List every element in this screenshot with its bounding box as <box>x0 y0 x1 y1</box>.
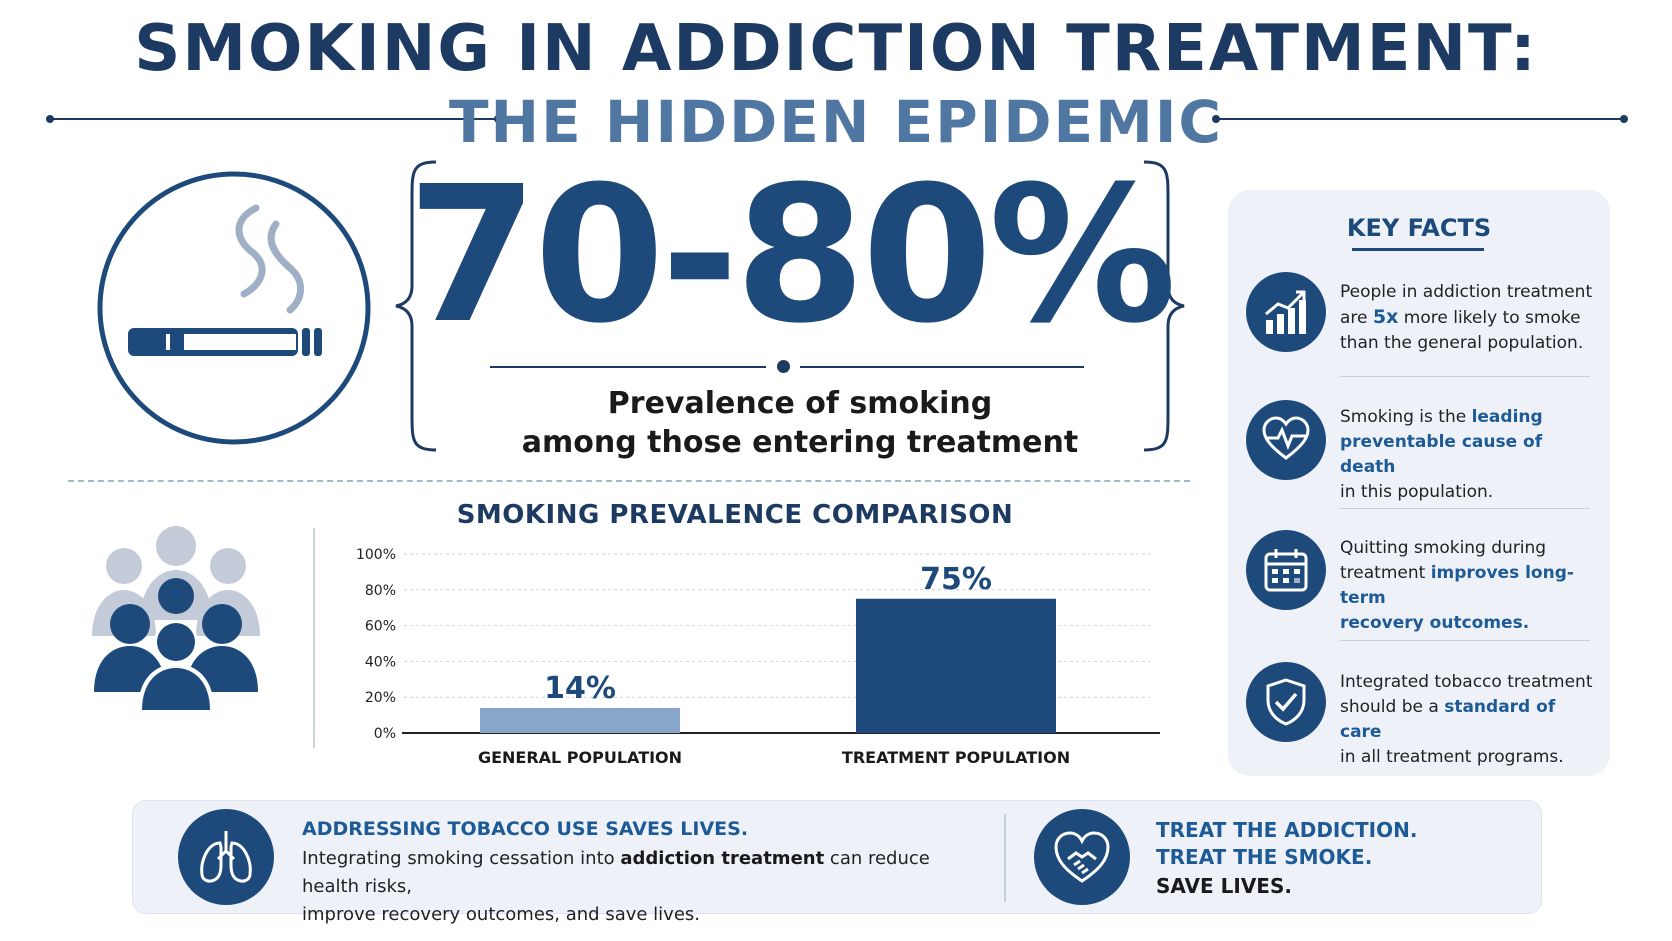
fact-1-line1: People in addiction treatment <box>1340 282 1593 302</box>
fact-4-highlight: standard of care <box>1340 697 1556 742</box>
page-title: SMOKING IN ADDICTION TREATMENT: <box>134 12 1538 86</box>
fact-3-line1: Quitting smoking during <box>1340 538 1547 558</box>
fact-2-line3: in this population. <box>1340 482 1494 502</box>
people-group-icon <box>92 526 260 710</box>
fact-3-badge <box>1246 530 1326 610</box>
rule-line-left <box>50 118 498 120</box>
banner-divider <box>1004 814 1006 902</box>
fact-1-highlight: 5x <box>1372 306 1399 328</box>
section-separator <box>68 480 1190 482</box>
fact-2-line1: Smoking is the leading <box>1340 405 1602 430</box>
fact-4-line3: in all treatment programs. <box>1340 747 1564 767</box>
fact-2-text: Smoking is the leading preventable cause… <box>1340 405 1602 505</box>
banner-body-highlight: addiction treatment <box>620 848 825 869</box>
stat-value: 70-80% <box>407 146 1177 365</box>
fact-4-badge <box>1246 662 1326 742</box>
fact-2-highlight: leading <box>1471 407 1543 427</box>
fact-4-pre: should be a <box>1340 697 1445 717</box>
y-tick-label: 0% <box>374 726 396 742</box>
fact-1-post: more likely to smoke <box>1398 308 1581 328</box>
fact-3-line3: recovery outcomes. <box>1340 613 1530 633</box>
heart-hands-badge <box>1034 809 1130 905</box>
fact-3-text: Quitting smoking during treatment improv… <box>1340 536 1602 636</box>
fact-1-text: People in addiction treatment are 5x mor… <box>1340 280 1602 356</box>
bar-chart: 0% 20% 40% 60% 80% 100% 14% GENERAL POPULATION 7… <box>356 547 1160 767</box>
stat-rule-dot <box>777 360 790 373</box>
fact-1-pre: are <box>1340 308 1373 328</box>
stat-rule-right <box>800 366 1084 368</box>
y-tick-label: 20% <box>365 690 396 706</box>
fact-3-highlight: improves long-term <box>1340 563 1574 608</box>
lungs-badge <box>178 809 274 905</box>
page-subtitle: THE HIDDEN EPIDEMIC <box>448 88 1224 156</box>
right-brace-icon <box>1143 160 1185 452</box>
cigarette-icon <box>97 171 371 445</box>
bar-value-label: 14% <box>544 671 616 706</box>
banner-body-line2: improve recovery outcomes, and save live… <box>302 904 701 925</box>
y-tick-label: 100% <box>356 547 396 563</box>
stat-caption-line1: Prevalence of smoking <box>607 386 993 421</box>
fact-4-line2: should be a standard of care <box>1340 695 1602 745</box>
stat-caption-line2: among those entering treatment <box>521 425 1079 460</box>
fact-separator <box>1340 376 1590 377</box>
bar <box>480 707 680 733</box>
fact-separator <box>1340 508 1590 509</box>
fact-4-text: Integrated tobacco treatment should be a… <box>1340 670 1602 770</box>
stat-rule-left <box>490 366 766 368</box>
banner-body-line1: Integrating smoking cessation into addic… <box>302 845 992 901</box>
x-category-label: GENERAL POPULATION <box>478 748 682 767</box>
key-facts-title: KEY FACTS <box>1346 214 1492 242</box>
fact-4-line1: Integrated tobacco treatment <box>1340 672 1593 692</box>
chart-title: SMOKING PREVALENCE COMPARISON <box>456 500 1014 530</box>
heartbeat-icon <box>1262 416 1310 460</box>
cta-line3: SAVE LIVES. <box>1156 874 1292 898</box>
banner-heading: ADDRESSING TOBACCO USE SAVES LIVES. <box>302 818 749 840</box>
fact-1-line3: than the general population. <box>1340 333 1584 353</box>
lungs-icon <box>200 831 252 883</box>
growth-chart-icon <box>1265 290 1306 334</box>
y-tick-label: 40% <box>365 654 396 670</box>
bar <box>856 598 1056 733</box>
fact-2-line2: preventable cause of death <box>1340 432 1543 477</box>
fact-1-badge <box>1246 272 1326 352</box>
fact-2-pre: Smoking is the <box>1340 407 1472 427</box>
cta-line1: TREAT THE ADDICTION. <box>1156 818 1418 842</box>
y-tick-label: 60% <box>365 619 396 635</box>
fact-1-line2: are 5x more likely to smoke <box>1340 305 1602 331</box>
x-category-label: TREATMENT POPULATION <box>842 748 1070 767</box>
rule-dot-right <box>1620 115 1628 123</box>
banner-body-pre: Integrating smoking cessation into <box>302 848 621 869</box>
bar-value-label: 75% <box>920 562 992 597</box>
cta-line2: TREAT THE SMOKE. <box>1156 845 1373 869</box>
fact-2-badge <box>1246 400 1326 480</box>
chart-divider <box>313 528 315 748</box>
key-facts-underline <box>1352 248 1484 251</box>
banner-body: Integrating smoking cessation into addic… <box>302 845 992 929</box>
rule-dot-left-inner <box>494 115 502 123</box>
shield-check-icon <box>1266 678 1306 726</box>
calendar-icon <box>1264 549 1308 592</box>
heart-handshake-icon <box>1054 831 1110 883</box>
left-brace-icon <box>395 160 437 452</box>
y-tick-label: 80% <box>365 583 396 599</box>
rule-line-right <box>1216 118 1624 120</box>
fact-separator <box>1340 640 1590 641</box>
stat-caption: Prevalence of smoking among those enteri… <box>440 384 1160 462</box>
bottom-banner <box>132 800 1542 914</box>
banner-body-post: can reduce health risks, <box>302 848 930 897</box>
fact-3-pre: treatment <box>1340 563 1431 583</box>
fact-3-line2: treatment improves long-term <box>1340 561 1602 611</box>
